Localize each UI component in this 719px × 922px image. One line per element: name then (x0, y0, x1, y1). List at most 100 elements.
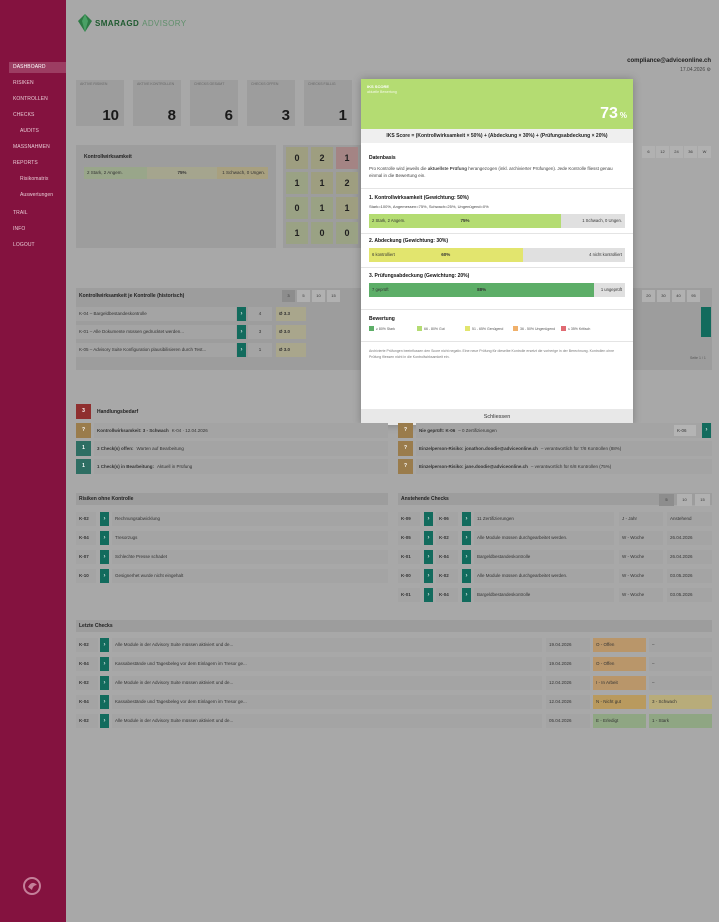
chevron-right-icon[interactable]: › (237, 307, 246, 321)
last-check-name[interactable]: Kassabestände und Tagesbeleg vor dem Ein… (112, 657, 542, 671)
sidebar-item-checks[interactable]: CHECKS (13, 112, 35, 118)
sidebar-item-risiken[interactable]: RISIKEN (13, 80, 34, 86)
handlung-row[interactable]: Kontrollwirksamkeit: 3 - Schwach K-04 · 1… (94, 423, 388, 438)
brand-logo[interactable]: SMARAGD ADVISORY (78, 12, 187, 34)
anstehend-filter-10[interactable]: 10 (677, 494, 692, 506)
sidebar-item-reports[interactable]: REPORTS (13, 160, 38, 166)
chevron-right-icon[interactable]: › (100, 714, 109, 728)
matrix-cell[interactable]: 1 (311, 172, 333, 194)
chevron-right-icon[interactable]: › (100, 676, 109, 690)
sidebar-item-audits[interactable]: AUDITS (20, 128, 39, 134)
hist-filter-20[interactable]: 20 (642, 290, 655, 302)
period-button-36[interactable]: 36 (684, 146, 697, 158)
notice-badge: ? (398, 459, 413, 474)
settings-icon[interactable]: ⚙ (706, 67, 711, 73)
sidebar-item-risikomatrix[interactable]: Risikomatrix (20, 176, 49, 182)
risk-name[interactable]: Rechnungsabwicklung (112, 512, 388, 526)
chevron-right-icon[interactable]: › (237, 325, 246, 339)
sidebar-item-logout[interactable]: LOGOUT (13, 242, 35, 248)
matrix-cell[interactable]: 2 (336, 172, 358, 194)
check-frequency: W - Woche (619, 588, 663, 602)
hist-row-label[interactable]: K-01 – Alle Dokumente müssen gedrucktet … (76, 325, 236, 339)
handlung-row[interactable]: 1 Check(s) in Bearbeitung: Aktuell in Prü… (94, 459, 388, 474)
check-name[interactable]: Bargeldbestandeskontrolle (474, 550, 614, 564)
period-button-12[interactable]: 12 (656, 146, 669, 158)
last-check-name[interactable]: Alle Module in der Advisory Suite müssen… (112, 638, 542, 652)
sidebar-item-massnahmen[interactable]: MASSNAHMEN (13, 144, 50, 150)
sidebar-item-dashboard[interactable]: DASHBOARD (9, 62, 66, 73)
chevron-right-icon[interactable]: › (100, 531, 109, 545)
last-check-name[interactable]: Kassabestände und Tagesbeleg vor dem Ein… (112, 695, 542, 709)
chevron-right-icon[interactable]: › (462, 569, 471, 583)
matrix-cell[interactable]: 0 (286, 147, 308, 169)
matrix-cell[interactable]: 1 (311, 197, 333, 219)
matrix-cell[interactable]: 1 (336, 197, 358, 219)
hist-filter-40[interactable]: 40 (672, 290, 685, 302)
matrix-cell[interactable]: 1 (286, 222, 308, 244)
last-check-name[interactable]: Alle Module in der Advisory Suite müssen… (112, 714, 542, 728)
sidebar-item-auswertungen[interactable]: Auswertungen (20, 192, 54, 198)
kpi-value: 6 (224, 107, 233, 124)
period-button-6[interactable]: 6 (642, 146, 655, 158)
check-name[interactable]: Alle Module müssen durchgearbeitet werde… (474, 531, 614, 545)
chevron-right-icon[interactable]: › (424, 512, 433, 526)
anstehend-filter-5[interactable]: 5 (659, 494, 674, 506)
hist-filter-10[interactable]: 10 (312, 290, 325, 302)
hist-filter-95[interactable]: 95 (687, 290, 700, 302)
user-email[interactable]: compliance@adviceonline.ch (627, 58, 711, 64)
notice-row[interactable]: Nie geprüft: K-06– 0 Zertifizierungen (416, 423, 712, 438)
hist-filter-15[interactable]: 15 (327, 290, 340, 302)
period-button-24[interactable]: 24 (670, 146, 683, 158)
anstehend-filter-15[interactable]: 15 (695, 494, 710, 506)
chevron-right-icon[interactable]: › (100, 550, 109, 564)
sidebar-item-kontrollen[interactable]: KONTROLLEN (13, 96, 48, 102)
matrix-cell[interactable]: 0 (311, 222, 333, 244)
chevron-right-icon[interactable]: › (100, 695, 109, 709)
chevron-right-icon[interactable]: › (462, 550, 471, 564)
modal-close-button[interactable]: Schliessen (361, 409, 633, 425)
kpi-card[interactable]: CHECKS GESAMT 6 (190, 80, 238, 126)
risk-name[interactable]: Gesignerhet wurde nicht eingehalt (112, 569, 388, 583)
kpi-card[interactable]: CHECKS OFFEN 3 (247, 80, 295, 126)
kpi-card[interactable]: CHECKS FÄLLIG 1 (304, 80, 352, 126)
hist-filter-3[interactable]: 3 (282, 290, 295, 302)
check-name[interactable]: Alle Module müssen durchgearbeitet werde… (474, 569, 614, 583)
chevron-right-icon[interactable]: › (424, 531, 433, 545)
hist-row-label[interactable]: K-05 – Advisory Suite Konfiguration plau… (76, 343, 236, 357)
kpi-label: CHECKS FÄLLIG (308, 82, 336, 86)
last-check-code: K-02 (76, 676, 98, 690)
chevron-right-icon[interactable]: › (424, 550, 433, 564)
hist-filter-30[interactable]: 30 (657, 290, 670, 302)
notice-row[interactable]: Einzelperson-Risiko: jane.doodie@adviceo… (416, 459, 712, 474)
matrix-cell[interactable]: 1 (336, 147, 358, 169)
chevron-right-icon[interactable]: › (462, 588, 471, 602)
chevron-right-icon[interactable]: › (100, 512, 109, 526)
chevron-right-icon[interactable]: › (702, 423, 711, 438)
risk-name[interactable]: Schlechte Presse schadet (112, 550, 388, 564)
chevron-right-icon[interactable]: › (424, 569, 433, 583)
matrix-cell[interactable]: 0 (336, 222, 358, 244)
hist-filter-5[interactable]: 5 (297, 290, 310, 302)
chevron-right-icon[interactable]: › (100, 657, 109, 671)
hist-row-label[interactable]: K-04 – Bargeldbestandeskontrolle (76, 307, 236, 321)
kpi-card[interactable]: AKTIVE KONTROLLEN 8 (133, 80, 181, 126)
risk-name[interactable]: Tresorzugs (112, 531, 388, 545)
matrix-cell[interactable]: 0 (286, 197, 308, 219)
sidebar-item-info[interactable]: INFO (13, 226, 26, 232)
chevron-right-icon[interactable]: › (462, 512, 471, 526)
handlung-row[interactable]: 3 Check(s) offen: Warten auf Bearbeitung (94, 441, 388, 456)
period-button-W[interactable]: W (698, 146, 711, 158)
notice-row[interactable]: Einzelperson-Risiko: jonathon.doodie@adv… (416, 441, 712, 456)
last-check-name[interactable]: Alle Module in der Advisory Suite müssen… (112, 676, 542, 690)
chevron-right-icon[interactable]: › (237, 343, 246, 357)
chevron-right-icon[interactable]: › (100, 569, 109, 583)
check-name[interactable]: Bargeldbestandeskontrolle (474, 588, 614, 602)
matrix-cell[interactable]: 2 (311, 147, 333, 169)
chevron-right-icon[interactable]: › (100, 638, 109, 652)
chevron-right-icon[interactable]: › (462, 531, 471, 545)
matrix-cell[interactable]: 1 (286, 172, 308, 194)
sidebar-item-trail[interactable]: TRAIL (13, 210, 28, 216)
chevron-right-icon[interactable]: › (424, 588, 433, 602)
check-name[interactable]: 11 Zertifizierungen (474, 512, 614, 526)
kpi-card[interactable]: AKTIVE RISIKEN 10 (76, 80, 124, 126)
